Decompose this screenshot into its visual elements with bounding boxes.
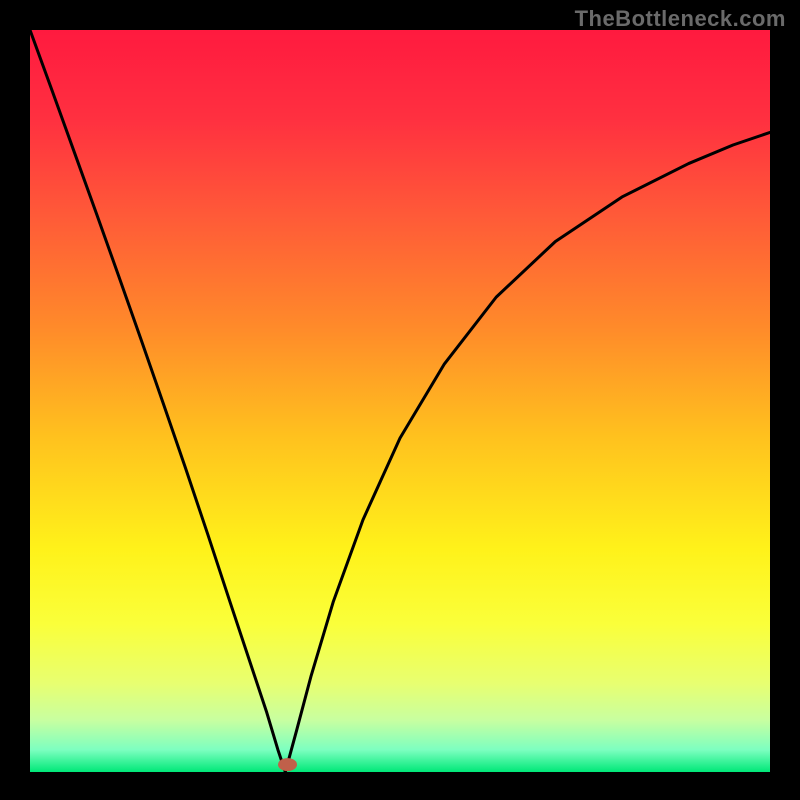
gradient-background <box>30 30 770 772</box>
watermark-text: TheBottleneck.com <box>575 6 786 32</box>
chart-svg <box>30 30 770 772</box>
plot-area <box>30 30 770 772</box>
chart-container: TheBottleneck.com <box>0 0 800 800</box>
min-marker <box>279 759 297 771</box>
